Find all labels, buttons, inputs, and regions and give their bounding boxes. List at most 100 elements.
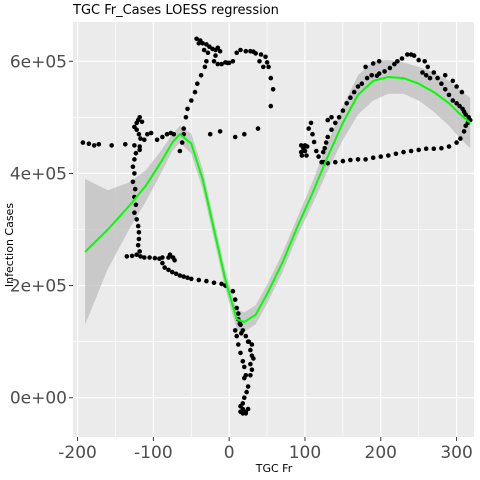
data-point	[253, 51, 258, 56]
chart-title: TGC Fr_Cases LOESS regression	[72, 3, 279, 18]
data-point	[382, 69, 387, 74]
data-point	[408, 52, 414, 57]
data-point	[355, 157, 361, 162]
data-point	[422, 59, 428, 64]
data-point	[401, 149, 406, 155]
data-point	[211, 59, 217, 64]
data-point	[416, 147, 422, 153]
data-point	[355, 84, 361, 89]
data-point	[454, 140, 459, 145]
data-point	[304, 144, 310, 149]
data-point	[138, 254, 143, 259]
data-point	[132, 157, 137, 162]
data-point	[311, 139, 317, 145]
data-point	[132, 186, 138, 192]
x-tick-label: -100	[134, 443, 173, 463]
data-point	[248, 347, 253, 353]
data-point	[200, 41, 205, 46]
data-point	[304, 153, 309, 158]
data-point	[147, 255, 152, 260]
data-point	[238, 409, 243, 415]
data-point	[171, 131, 177, 137]
data-point	[238, 350, 243, 356]
data-point	[136, 230, 142, 235]
data-point	[255, 126, 261, 131]
data-point	[299, 153, 305, 158]
data-point	[166, 267, 171, 273]
data-point	[329, 115, 334, 120]
data-point	[268, 103, 274, 109]
data-point	[185, 106, 190, 112]
data-point	[142, 137, 147, 143]
data-point	[219, 281, 224, 287]
data-point	[242, 364, 247, 370]
data-point	[249, 342, 255, 347]
data-point	[245, 339, 251, 345]
data-point	[136, 131, 142, 137]
data-point	[363, 157, 368, 162]
data-point	[245, 384, 251, 389]
data-point	[376, 59, 382, 64]
data-point	[333, 120, 338, 126]
data-point	[249, 353, 255, 359]
data-point	[316, 154, 321, 159]
x-tick-label: 0	[224, 443, 235, 463]
data-point	[439, 81, 444, 86]
data-point	[234, 333, 239, 339]
data-point	[145, 131, 150, 137]
data-point	[325, 134, 331, 140]
data-point	[351, 89, 357, 95]
data-point	[431, 70, 437, 75]
data-point	[270, 87, 276, 92]
data-point	[408, 148, 414, 154]
x-tick-label: -200	[58, 443, 97, 463]
data-point	[86, 141, 92, 146]
data-point	[134, 252, 139, 257]
data-point	[359, 81, 365, 86]
data-point	[204, 278, 209, 284]
data-point	[348, 157, 353, 163]
data-point	[137, 249, 142, 254]
data-point	[423, 73, 429, 78]
data-point	[181, 274, 186, 279]
data-point	[425, 64, 431, 70]
data-point	[205, 50, 211, 56]
data-point	[348, 95, 353, 100]
x-tick-label: 100	[289, 443, 321, 463]
data-point	[458, 136, 463, 141]
data-point	[249, 367, 255, 373]
data-point	[226, 60, 232, 66]
data-point	[183, 115, 189, 120]
data-point	[172, 258, 177, 263]
data-point	[130, 179, 136, 185]
data-point	[369, 73, 375, 78]
x-axis-title: TGC Fr	[255, 462, 293, 475]
data-point	[420, 70, 425, 75]
data-point	[135, 223, 141, 229]
data-point	[340, 108, 346, 113]
data-point	[405, 52, 410, 57]
loess-line-layer	[84, 76, 471, 323]
data-point	[202, 64, 208, 70]
data-point	[181, 126, 186, 131]
data-point	[238, 47, 243, 53]
data-point	[96, 142, 102, 147]
x-tick-label: 300	[440, 443, 472, 463]
data-point	[393, 151, 399, 157]
data-point	[137, 147, 142, 153]
data-point	[164, 131, 170, 137]
data-point	[138, 136, 143, 141]
data-point	[236, 311, 241, 316]
data-point	[314, 148, 319, 154]
data-point	[185, 275, 190, 281]
data-point	[219, 61, 224, 67]
data-point	[427, 75, 433, 81]
data-point	[160, 260, 165, 266]
data-point	[198, 73, 204, 78]
data-point	[245, 406, 251, 412]
data-point	[264, 60, 270, 65]
data-point	[268, 75, 274, 81]
x-axis-ticks: -200 -100 0 100 200 300	[58, 437, 473, 463]
data-point	[236, 342, 241, 347]
data-point	[374, 73, 380, 79]
